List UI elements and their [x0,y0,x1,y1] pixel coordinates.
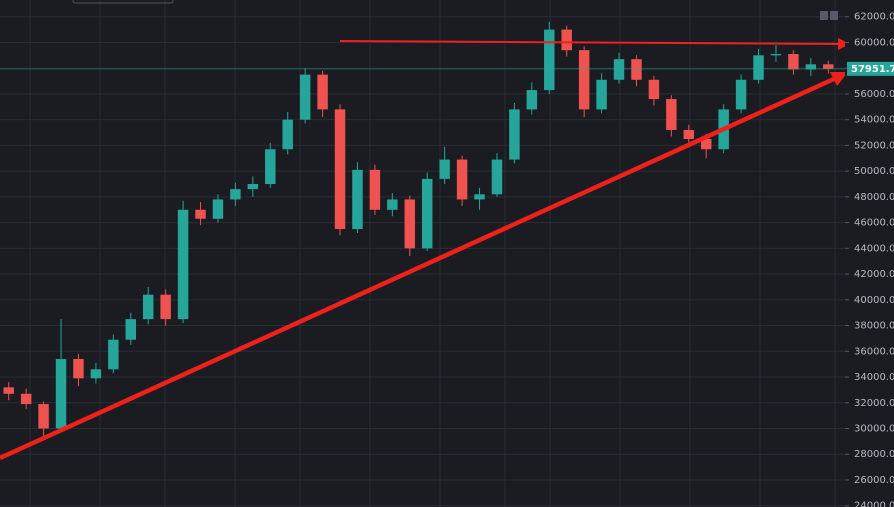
y-tick-label: 56000.00 [854,89,894,100]
y-tick-label: 34000.00 [854,372,894,383]
candle-body [439,159,450,179]
candle-body [683,129,695,139]
y-tick-label: 52000.00 [854,140,894,151]
trend-lines [0,38,850,461]
candle-body [334,109,346,230]
icon[interactable] [830,11,838,20]
price-grid [0,16,845,507]
candle-body [596,79,607,110]
candle-body [421,178,433,249]
candle-body [700,138,712,150]
y-tick-label: 40000.00 [854,295,894,306]
last-price-label: 57951.77 [851,64,894,75]
icon[interactable] [820,11,828,20]
candle-body [352,169,363,230]
y-tick-label: 32000.00 [854,398,894,409]
candle-body [265,149,276,185]
y-tick-label: 50000.00 [854,166,894,177]
candle-body [788,54,799,70]
candle-body [648,79,660,100]
candle-body [509,109,520,160]
y-tick-label: 60000.00 [854,37,894,48]
y-tick-label: 24000.00 [854,501,894,507]
candle-body [317,74,328,110]
candle-body [613,59,625,80]
candle-body [3,387,14,394]
candle-body [369,169,381,210]
y-tick-label: 44000.00 [854,243,894,254]
candle-body [142,294,154,320]
price-axis [845,0,894,507]
y-tick-label: 36000.00 [854,346,894,357]
candle-body [456,159,468,200]
y-tick-label: 46000.00 [854,218,894,229]
candle-body [805,64,817,70]
candle-body [770,54,782,56]
candle-body [561,29,572,51]
candle-body [491,159,503,195]
candle-body [125,319,137,340]
candle-body [526,90,538,110]
candle-body [735,79,747,110]
y-tick-label: 28000.00 [854,449,894,460]
candle-body [299,74,311,120]
candle-body [55,359,67,429]
candle-body [474,194,485,200]
candle-body [20,393,32,405]
y-tick-label: 26000.00 [854,475,894,486]
price-axis-labels: 24000.00 26000.00 28000.00 30000.00 32000.00… [845,12,894,507]
y-tick-label: 42000.00 [854,269,894,280]
candle-body [404,199,416,249]
candle-body [177,209,189,320]
candle-body [387,199,398,210]
candle-body [90,369,102,379]
candle-body [666,99,677,130]
candle-body [160,294,171,320]
toolbar-button[interactable] [72,0,174,4]
candle-body [282,119,293,150]
candle-body [108,339,119,370]
candle-body [195,209,206,219]
candle-body [230,189,241,200]
y-tick-label: 30000.00 [854,424,894,435]
candle-body [73,359,84,379]
candle-body [38,404,49,429]
y-tick-label: 54000.00 [854,115,894,126]
candle-body [631,59,642,80]
y-tick-label: 48000.00 [854,192,894,203]
candle-body [578,50,590,110]
candle-body [247,184,259,190]
candle-body [823,64,834,69]
last-price-box [847,61,894,76]
candle-body [544,29,555,91]
y-tick-label: 62000.00 [854,12,894,23]
y-tick-label: 38000.00 [854,321,894,332]
candle-body [212,199,224,219]
candle-body [753,55,764,80]
